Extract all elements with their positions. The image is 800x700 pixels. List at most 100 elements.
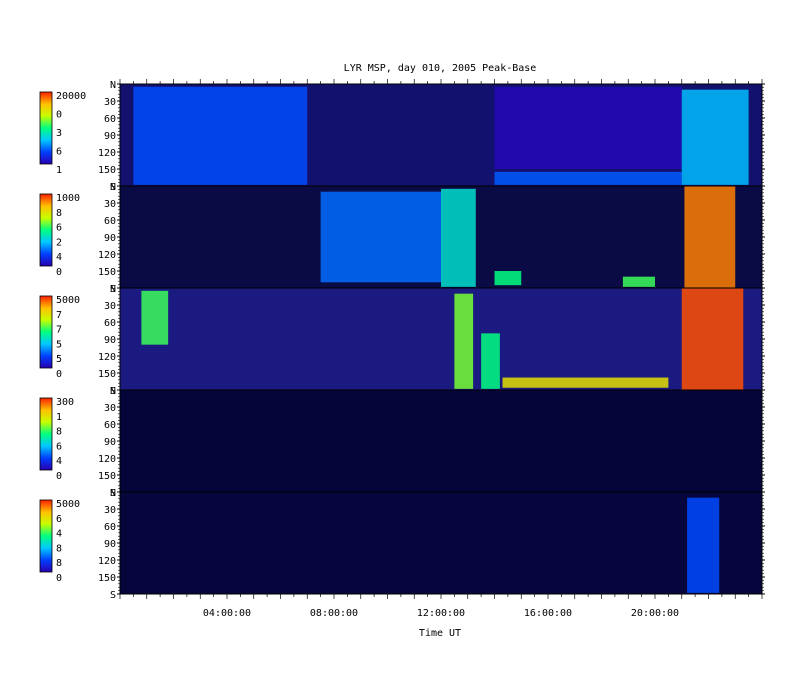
y-tick-label: N	[110, 284, 116, 295]
y-tick-label: 90	[104, 437, 116, 448]
colorbar-label: 4	[56, 529, 62, 540]
y-tick-label: 60	[104, 522, 116, 533]
y-tick-label: N	[110, 386, 116, 397]
colorbar-label: 8	[56, 543, 62, 554]
y-tick-label: 60	[104, 114, 116, 125]
emission-feature	[681, 288, 744, 390]
x-tick-label: 20:00:00	[631, 608, 679, 619]
colorbar-label: 1	[56, 412, 62, 423]
colorbar-label: 6	[56, 223, 62, 234]
panel-background	[120, 390, 762, 492]
panel-background	[120, 492, 762, 594]
emission-feature	[681, 89, 749, 185]
emission-feature	[320, 191, 441, 283]
x-tick-label: 04:00:00	[203, 608, 251, 619]
colorbar-label: 8	[56, 427, 62, 438]
emission-feature	[622, 276, 655, 287]
x-tick-label: 12:00:00	[417, 608, 465, 619]
emission-feature	[684, 186, 736, 288]
y-tick-label: 90	[104, 539, 116, 550]
y-tick-label: 30	[104, 301, 116, 312]
y-tick-label: 150	[98, 369, 116, 380]
colorbar-label: 0	[56, 267, 62, 278]
colorbar-label: 8	[56, 208, 62, 219]
y-tick-label: 30	[104, 97, 116, 108]
emission-feature	[494, 86, 682, 169]
y-tick-label: N	[110, 182, 116, 193]
x-tick-label: 16:00:00	[524, 608, 572, 619]
y-tick-label: 60	[104, 420, 116, 431]
colorbar-label: 0	[56, 573, 62, 584]
colorbar-label: 1000	[56, 193, 80, 204]
colorbar-label: 7	[56, 325, 62, 336]
x-axis-label: Time UT	[418, 628, 462, 639]
emission-feature	[502, 377, 669, 388]
y-tick-label: 30	[104, 403, 116, 414]
colorbar-label: 6	[56, 441, 62, 452]
emission-feature	[141, 290, 169, 345]
colorbar	[39, 499, 53, 573]
colorbar	[39, 397, 53, 471]
emission-feature	[454, 293, 474, 389]
emission-feature	[481, 333, 500, 389]
y-tick-label: 120	[98, 352, 116, 363]
y-tick-label: N	[110, 488, 116, 499]
panel-4: N 30 60 90 120 150 S 300 1 8 6 4 0	[39, 386, 765, 499]
y-tick-label: 120	[98, 148, 116, 159]
y-tick-label: 120	[98, 454, 116, 465]
emission-feature	[494, 171, 682, 185]
y-tick-label: 30	[104, 199, 116, 210]
colorbar	[39, 193, 53, 267]
y-tick-label: S	[110, 488, 116, 499]
colorbar-label: 5	[56, 354, 62, 365]
panel-5: N 30 60 90 120 150 S 5000 6 4 8 8 0	[39, 488, 765, 601]
emission-feature	[494, 271, 522, 286]
colorbar-label: 0	[56, 471, 62, 482]
colorbar	[39, 91, 53, 165]
panel-background	[120, 288, 762, 390]
colorbar-label: 4	[56, 456, 62, 467]
y-tick-label: S	[110, 590, 116, 601]
colorbar-label: 6	[56, 147, 62, 158]
emission-feature	[133, 86, 308, 185]
emission-feature	[687, 497, 720, 593]
y-tick-label: S	[110, 284, 116, 295]
emission-feature	[441, 188, 476, 287]
colorbar	[39, 295, 53, 369]
colorbar-label: 5000	[56, 499, 80, 510]
colorbar-label: 20000	[56, 91, 86, 102]
y-tick-label: S	[110, 386, 116, 397]
y-tick-label: 120	[98, 556, 116, 567]
panel-1: N 30 60 90 120 150 S 20000 0 3 6 1	[39, 80, 765, 193]
colorbar-label: 2	[56, 237, 62, 248]
colorbar-label: 0	[56, 369, 62, 380]
y-tick-label: N	[110, 80, 116, 91]
colorbar-label: 5000	[56, 295, 80, 306]
chart-title: LYR MSP, day 010, 2005 Peak-Base	[343, 63, 537, 74]
y-tick-label: 150	[98, 267, 116, 278]
y-tick-label: 150	[98, 165, 116, 176]
y-tick-label: 60	[104, 216, 116, 227]
colorbar-label: 6	[56, 514, 62, 525]
y-tick-label: S	[110, 182, 116, 193]
colorbar-label: 5	[56, 339, 62, 350]
y-tick-label: 90	[104, 335, 116, 346]
colorbar-label: 8	[56, 558, 62, 569]
y-tick-label: 150	[98, 573, 116, 584]
colorbar-label: 3	[56, 128, 62, 139]
x-tick-label: 08:00:00	[310, 608, 358, 619]
y-tick-label: 120	[98, 250, 116, 261]
y-tick-label: 90	[104, 131, 116, 142]
colorbar-label: 4	[56, 252, 62, 263]
colorbar-label: 0	[56, 110, 62, 121]
y-tick-label: 30	[104, 505, 116, 516]
y-tick-label: 90	[104, 233, 116, 244]
panel-3: N 30 60 90 120 150 S 5000 7 7 5 5 0	[39, 284, 765, 397]
y-tick-label: 60	[104, 318, 116, 329]
colorbar-label: 7	[56, 310, 62, 321]
panel-2: N 30 60 90 120 150 S 1000 8 6 2 4 0	[39, 182, 765, 295]
colorbar-label: 1	[56, 165, 62, 176]
colorbar-label: 300	[56, 397, 74, 408]
y-tick-label: 150	[98, 471, 116, 482]
